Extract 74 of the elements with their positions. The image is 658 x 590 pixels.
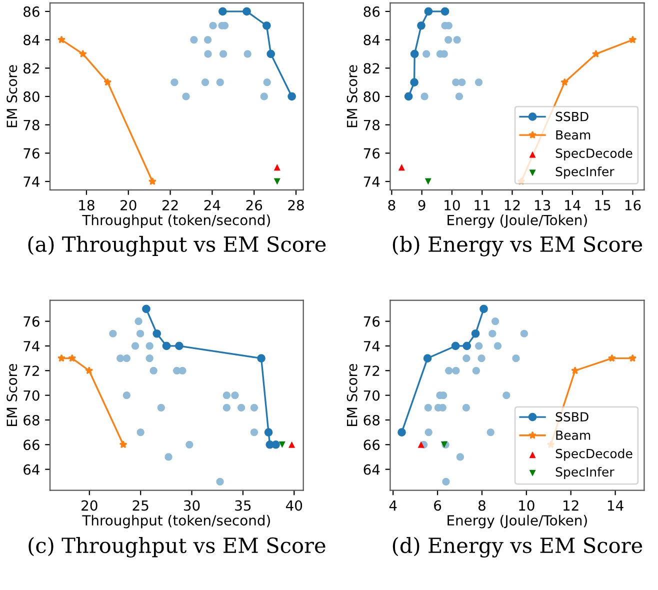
y-tick-label: 76	[364, 148, 380, 159]
legend-label: SpecDecode	[556, 148, 632, 160]
legend-label: SSBD	[556, 112, 588, 122]
y-tick-label: 78	[364, 120, 380, 130]
y-tick-label: 70	[364, 390, 380, 401]
y-tick-label: 84	[364, 34, 380, 46]
x-tick-label: 12	[504, 200, 520, 210]
legend-label: SpecDecode	[556, 448, 632, 461]
y-tick-label: 74	[364, 341, 380, 352]
y-tick-label: 72	[364, 366, 380, 376]
x-tick-label: 22	[162, 200, 178, 210]
y-tick-label: 64	[364, 464, 380, 475]
y-tick-label: 80	[24, 91, 40, 102]
x-tick-label: 28	[288, 200, 304, 210]
x-tick-label: 20	[120, 200, 136, 210]
text: (d) Energy vs EM Score	[392, 537, 642, 558]
y-tick-label: 82	[364, 63, 380, 74]
y-axis-title: EM Score	[6, 364, 18, 426]
x-tick-label: 24	[204, 200, 220, 210]
legend-label: Beam	[556, 130, 590, 140]
x-tick-label: 14	[608, 500, 624, 511]
y-axis-title: EM Score	[346, 65, 358, 128]
y-axis-title: EM Score	[6, 65, 18, 128]
y-tick-label: 76	[24, 148, 40, 159]
y-tick-label: 72	[24, 366, 39, 376]
x-tick-label: 10	[519, 500, 534, 511]
legend-label: SpecInfer	[556, 466, 614, 480]
x-tick-label: 14	[565, 200, 581, 210]
y-tick-label: 70	[24, 390, 40, 401]
x-tick-label: 10	[444, 200, 460, 210]
y-tick-label: 78	[24, 120, 40, 130]
x-tick-label: 15	[595, 200, 610, 210]
x-tick-label: 6	[434, 500, 442, 511]
text: (b) Energy vs EM Score	[392, 236, 642, 256]
y-tick-label: 68	[24, 414, 40, 426]
y-tick-label: 66	[24, 440, 40, 450]
x-tick-label: 4	[389, 500, 397, 511]
x-tick-label: 12	[564, 500, 578, 511]
x-tick-label: 8	[478, 500, 486, 511]
x-axis-title: Throughput (token/second)	[82, 214, 270, 228]
y-tick-label: 74	[24, 176, 40, 187]
x-tick-label: 35	[235, 500, 251, 511]
x-tick-label: 40	[286, 500, 302, 511]
y-tick-label: 68	[364, 414, 380, 426]
y-axis-title: EM Score	[346, 364, 358, 426]
x-tick-label: 16	[625, 200, 641, 210]
y-tick-label: 86	[364, 6, 380, 17]
y-tick-label: 64	[24, 464, 40, 475]
legend-label: SpecInfer	[556, 166, 614, 179]
y-tick-label: 74	[364, 176, 380, 187]
x-axis-title: Throughput (token/second)	[82, 514, 270, 528]
y-tick-label: 74	[24, 341, 40, 352]
x-tick-label: 11	[474, 200, 490, 210]
x-tick-label: 8	[388, 200, 396, 210]
x-tick-label: 26	[246, 200, 262, 210]
x-tick-label: 13	[535, 200, 550, 210]
y-tick-label: 80	[364, 91, 380, 102]
legend-label: Beam	[556, 430, 590, 440]
y-tick-label: 76	[24, 316, 40, 327]
text: (a) Throughput vs EM Score	[28, 236, 326, 256]
x-tick-label: 30	[184, 500, 200, 511]
x-axis-title: Energy (Joule/Token)	[448, 514, 587, 528]
y-tick-label: 82	[24, 63, 39, 74]
y-tick-label: 86	[24, 6, 40, 17]
y-tick-label: 76	[364, 316, 380, 327]
y-tick-label: 66	[364, 440, 380, 450]
x-tick-label: 9	[418, 200, 426, 210]
y-tick-label: 84	[24, 34, 40, 46]
text: (c) Throughput vs EM Score	[28, 537, 326, 558]
x-axis-title: Energy (Joule/Token)	[448, 214, 587, 228]
legend-label: SSBD	[556, 412, 588, 422]
x-tick-label: 20	[82, 500, 98, 511]
x-tick-label: 25	[132, 500, 148, 511]
x-tick-label: 18	[79, 200, 94, 210]
